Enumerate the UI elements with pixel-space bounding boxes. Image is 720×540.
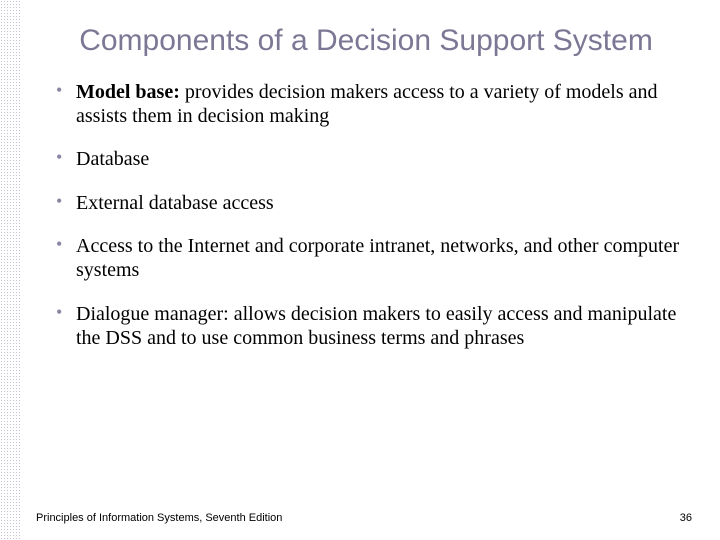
bullet-text: Dialogue manager: allows decision makers… — [76, 303, 676, 349]
side-decoration — [0, 0, 22, 540]
slide-title: Components of a Decision Support System — [52, 22, 680, 60]
bullet-text: Access to the Internet and corporate int… — [76, 235, 679, 281]
bullet-item: External database access — [52, 191, 680, 215]
bullet-item: Access to the Internet and corporate int… — [52, 234, 680, 283]
page-number: 36 — [680, 512, 692, 524]
bullet-item: Database — [52, 147, 680, 171]
bullet-bold-lead: Model base: — [76, 81, 180, 103]
bullet-item: Dialogue manager: allows decision makers… — [52, 302, 680, 351]
bullet-text: External database access — [76, 192, 274, 214]
bullet-item: Model base: provides decision makers acc… — [52, 80, 680, 129]
slide-container: Components of a Decision Support System … — [0, 0, 720, 540]
footer-text: Principles of Information Systems, Seven… — [36, 512, 282, 524]
bullet-list: Model base: provides decision makers acc… — [52, 80, 680, 351]
bullet-text: Database — [76, 148, 149, 170]
